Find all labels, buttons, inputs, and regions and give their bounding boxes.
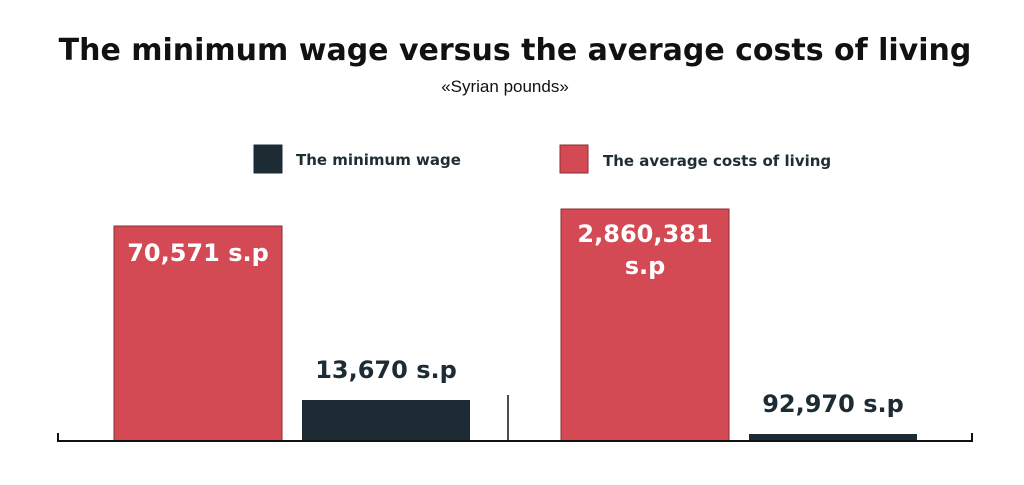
chart-title: The minimum wage versus the average cost…	[59, 33, 972, 68]
legend: The minimum wage The average costs of li…	[253, 144, 831, 174]
data-label-group-1-costs-of-living: 70,571 s.p	[127, 239, 269, 267]
data-label-group-2-minimum-wage: 92,970 s.p	[762, 390, 904, 418]
legend-swatch-costs-of-living	[559, 144, 589, 174]
bar-group-2-costs-of-living	[560, 208, 730, 442]
bar-group-1-minimum-wage	[302, 400, 470, 441]
baseline-axis	[57, 395, 973, 442]
bar-group-2-minimum-wage	[749, 434, 917, 441]
bars	[113, 208, 917, 442]
data-label-group-2-costs-of-living: 2,860,381 s.p	[577, 220, 712, 280]
data-labels: 70,571 s.p 13,670 s.p 2,860,381 s.p 92,970 s…	[127, 220, 904, 418]
chart-subtitle: «Syrian pounds»	[441, 77, 569, 96]
data-label-group-1-minimum-wage: 13,670 s.p	[315, 356, 457, 384]
legend-label-costs-of-living: The average costs of living	[603, 152, 831, 170]
legend-label-minimum-wage: The minimum wage	[296, 151, 461, 169]
bar-group-1-costs-of-living	[113, 225, 283, 442]
legend-swatch-minimum-wage	[253, 144, 283, 174]
